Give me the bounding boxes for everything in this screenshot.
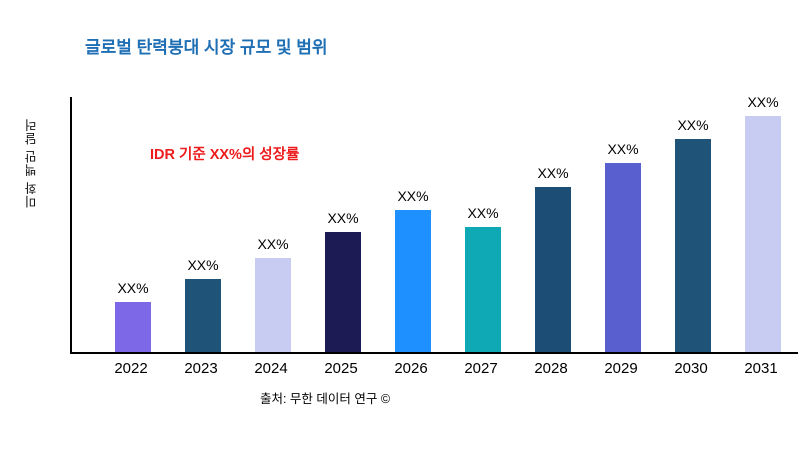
bar-group-2030: XX% (658, 117, 728, 352)
bar-group-2023: XX% (168, 257, 238, 352)
x-axis-label-2029: 2029 (604, 360, 638, 377)
source-text: 출처: 무한 데이터 연구 © (259, 392, 391, 406)
bar-2025 (325, 232, 361, 352)
chart-title: 글로벌 탄력붕대 시장 규모 및 범위 (85, 38, 328, 57)
bar-group-2028: XX% (518, 165, 588, 352)
bar-2027 (465, 227, 501, 352)
bar-2030 (675, 139, 711, 352)
bar-value-label: XX% (607, 141, 639, 157)
x-axis-labels: 2022 2023 2024 2025 2026 2027 2028 2029 2030 2031 (70, 360, 796, 377)
plot-area: IDR 기준 XX%의 성장률 XX% XX% XX% XX% XX% XX% XX% XX%… (70, 94, 798, 354)
bar-group-2031: XX% (728, 94, 798, 352)
bar-2024 (255, 258, 291, 352)
bar-2029 (605, 163, 641, 352)
bar-group-2024: XX% (238, 236, 308, 352)
growth-annotation: IDR 기준 XX%의 성장률 (150, 147, 300, 163)
x-axis-label-2024: 2024 (254, 360, 288, 377)
bar-2028 (535, 187, 571, 352)
x-axis-label-2026: 2026 (394, 360, 428, 377)
bar-value-label: XX% (677, 117, 709, 133)
bar-value-label: XX% (257, 236, 289, 252)
x-axis-label-2027: 2027 (464, 360, 498, 377)
bar-value-label: XX% (397, 188, 429, 204)
bar-group-2022: XX% (98, 280, 168, 352)
bar-value-label: XX% (747, 94, 779, 110)
bar-group-2025: XX% (308, 210, 378, 352)
bar-value-label: XX% (537, 165, 569, 181)
x-axis-label-2031: 2031 (744, 360, 778, 377)
x-axis-label-2030: 2030 (674, 360, 708, 377)
bar-2026 (395, 210, 431, 352)
bar-2022 (115, 302, 151, 352)
bar-group-2026: XX% (378, 188, 448, 352)
y-axis-label: 미화 백만 달러 (25, 118, 39, 208)
x-axis-label-2023: 2023 (184, 360, 218, 377)
bar-value-label: XX% (327, 210, 359, 226)
bar-2023 (185, 279, 221, 352)
x-axis-label-2028: 2028 (534, 360, 568, 377)
x-axis-label-2025: 2025 (324, 360, 358, 377)
bar-value-label: XX% (187, 257, 219, 273)
bar-2031 (745, 116, 781, 352)
bar-group-2029: XX% (588, 141, 658, 352)
x-axis-label-2022: 2022 (114, 360, 148, 377)
bars-container: XX% XX% XX% XX% XX% XX% XX% XX% XX% XX% (72, 94, 798, 352)
bar-value-label: XX% (467, 205, 499, 221)
bar-value-label: XX% (117, 280, 149, 296)
bar-group-2027: XX% (448, 205, 518, 352)
